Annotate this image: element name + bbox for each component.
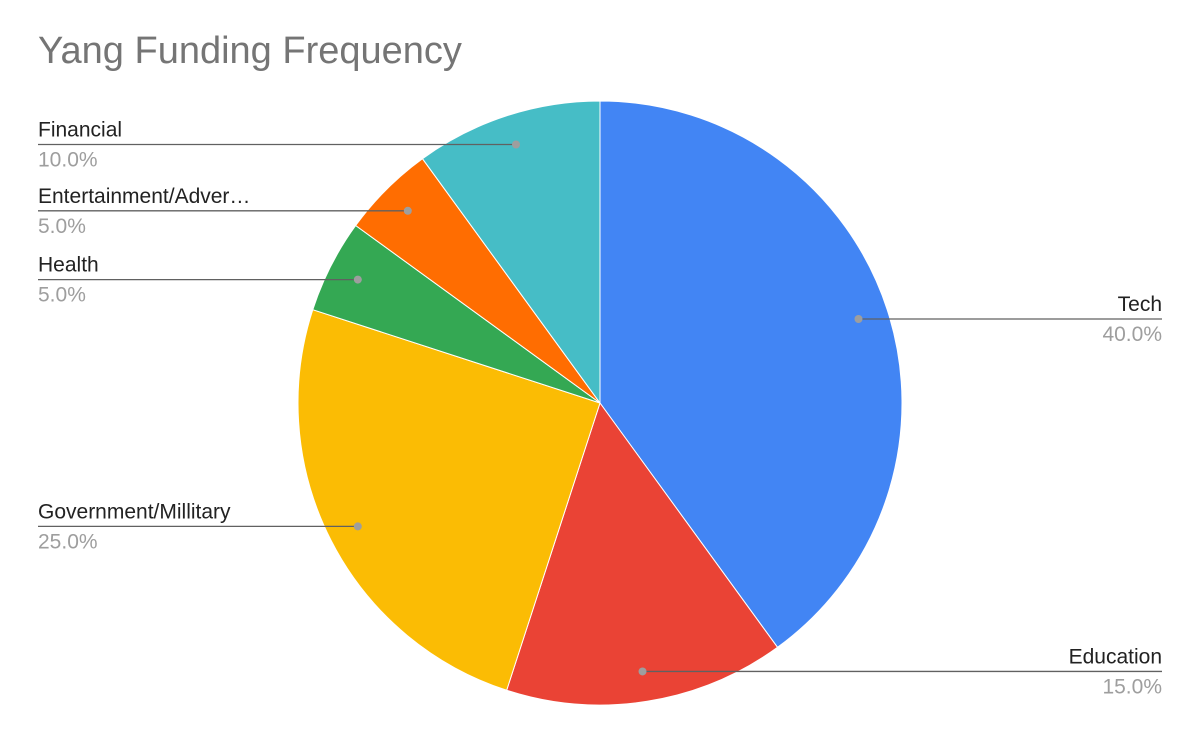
leader-dot-tech [854,315,863,324]
leader-dot-government-millitary [353,522,362,531]
slice-percent-financial: 10.0% [38,149,98,172]
slice-label-health: Health [38,254,99,277]
pie-slice-government-millitary [297,309,601,691]
leader-dot-health [353,275,362,284]
slice-percent-government-millitary: 25.0% [38,530,98,553]
chart-title: Yang Funding Frequency [38,30,462,72]
pie-slice-tech [599,100,903,649]
leader-dot-education [638,667,647,676]
slices-layer [297,100,903,706]
slice-percent-entertainment-adver: 5.0% [38,215,86,238]
slice-label-entertainment-adver: Entertainment/Adver… [38,185,250,208]
slice-label-education: Education [1069,645,1162,668]
pie-slice-education [506,401,779,706]
slice-label-tech: Tech [1118,293,1162,316]
slice-percent-tech: 40.0% [1102,323,1162,346]
slice-label-financial: Financial [38,119,122,142]
labels-layer: Tech 40.0% Education 15.0% Government/Millit… [38,119,1162,699]
leader-lines-layer [38,140,1162,676]
pie-slice-financial [421,100,601,405]
slice-label-government-millitary: Government/Millitary [38,500,231,523]
slice-percent-education: 15.0% [1102,675,1162,698]
slice-percent-health: 5.0% [38,284,86,307]
leader-dot-entertainment-adver [403,206,412,215]
leader-dot-financial [512,140,521,149]
